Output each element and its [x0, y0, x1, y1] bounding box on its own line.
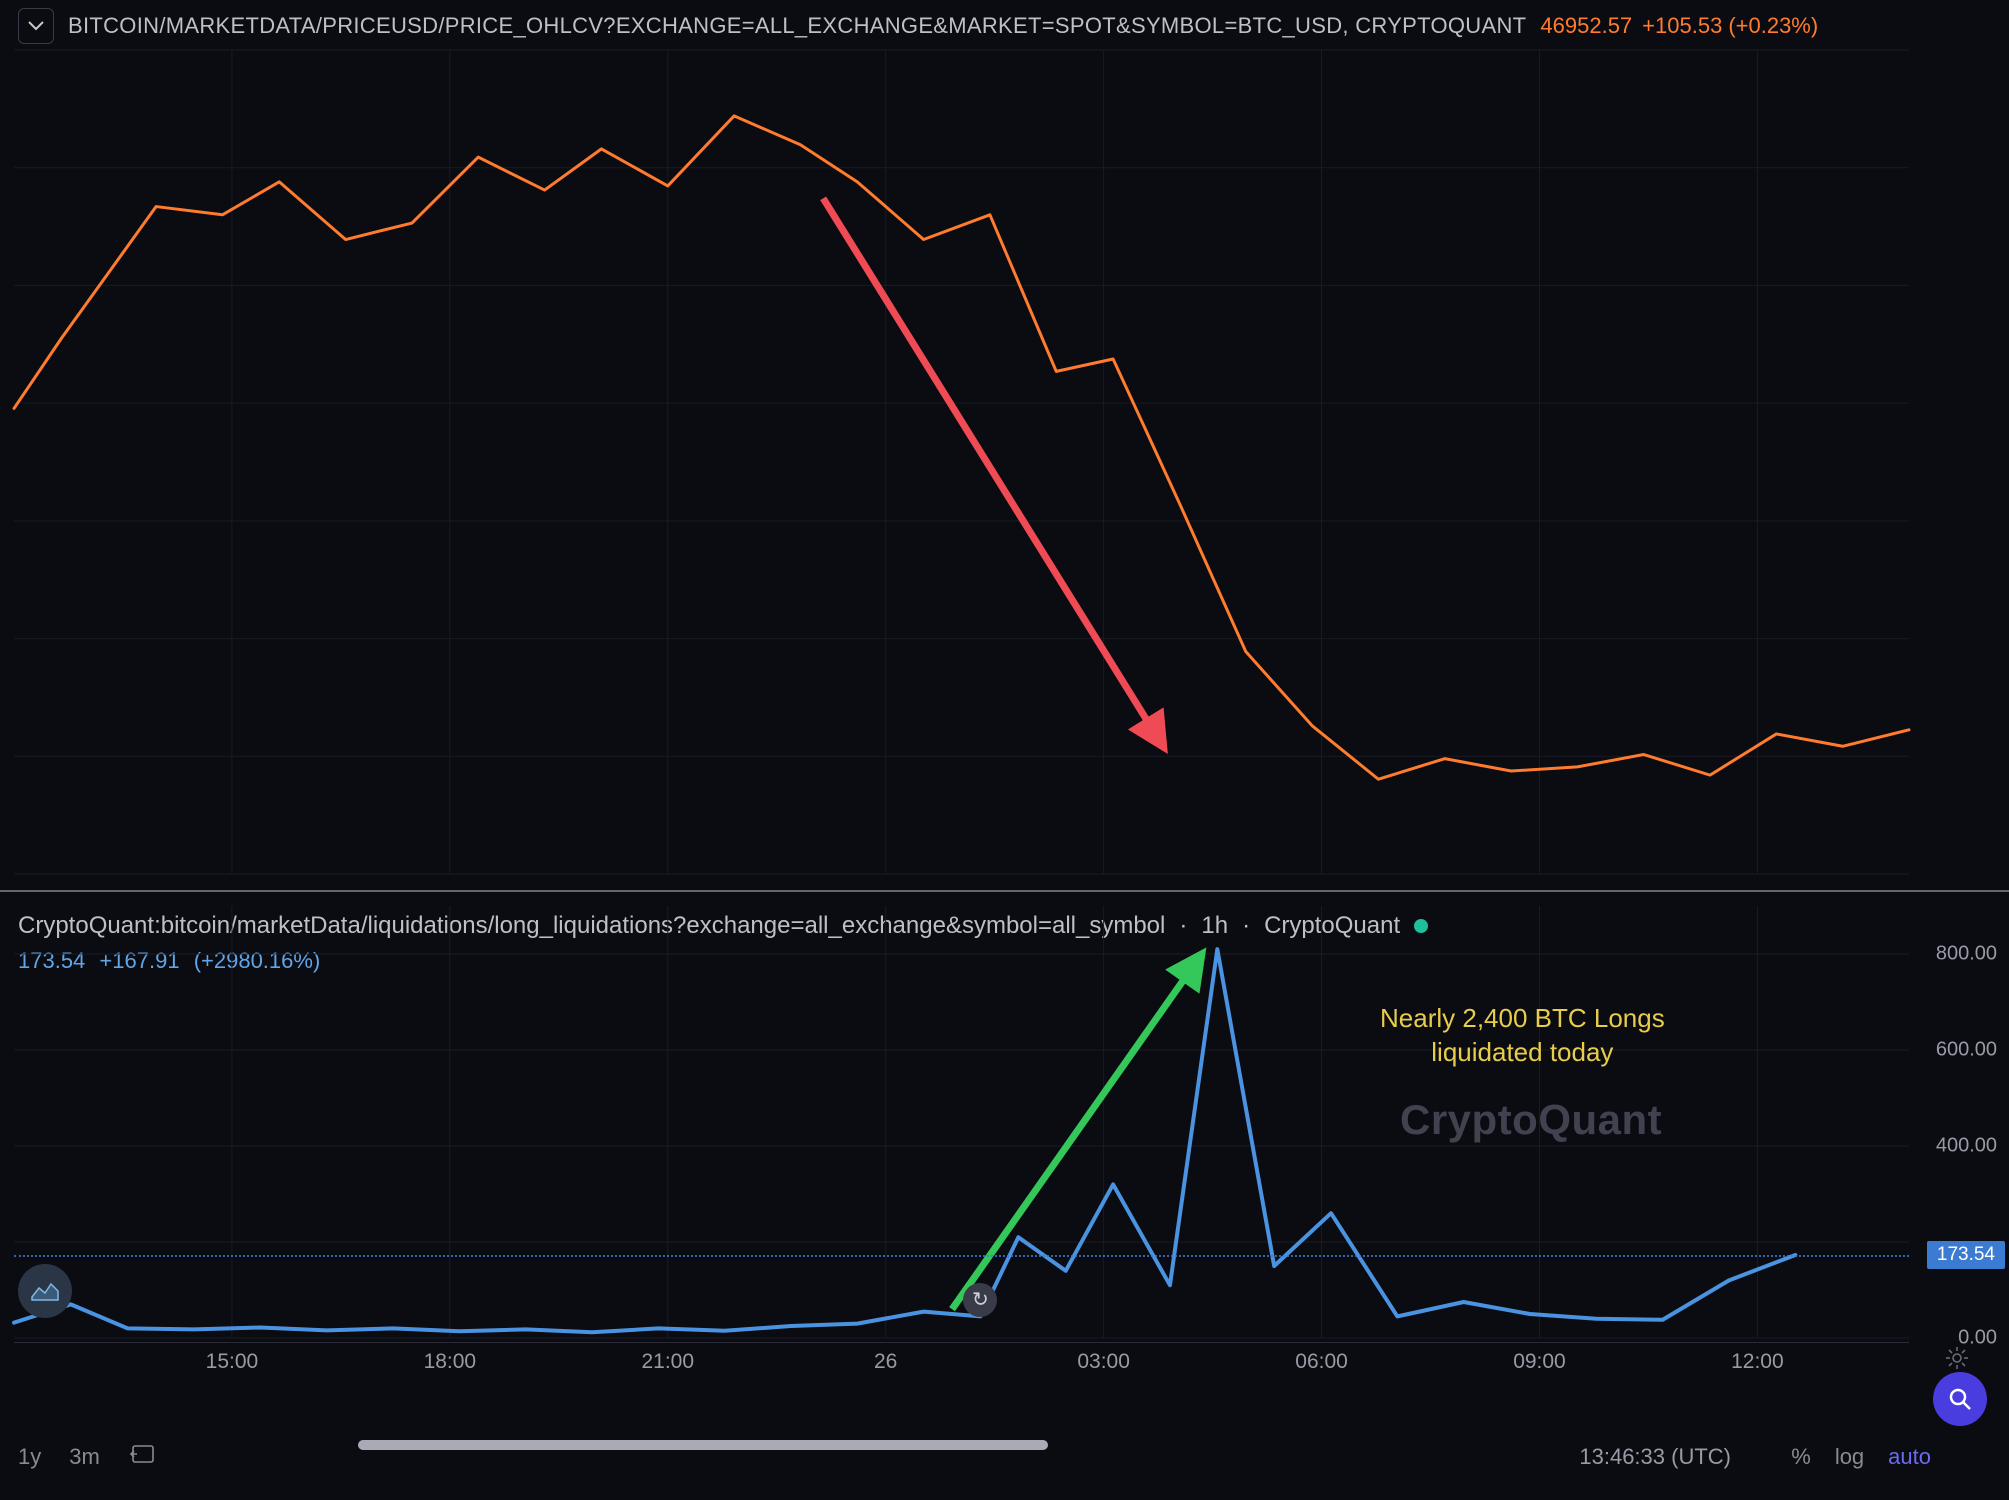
range-3m-button[interactable]: 3m [69, 1444, 100, 1470]
annotation-line2: liquidated today [1380, 1036, 1665, 1070]
x-tick: 09:00 [1513, 1350, 1566, 1374]
y-tick: 400.00 [1936, 1135, 1997, 1158]
range-1y-button[interactable]: 1y [18, 1444, 41, 1470]
area-chart-icon [31, 1281, 59, 1301]
time-scroll-thumb[interactable] [358, 1440, 1048, 1450]
top-series-delta: +105.53 [1642, 13, 1722, 39]
symbol-dropdown-button[interactable] [18, 8, 54, 44]
time-scrollbar[interactable] [358, 1440, 1048, 1450]
time-x-axis: 15:00 18:00 21:00 26 03:00 06:00 09:00 12:00 [14, 1342, 1909, 1384]
auto-scale-button[interactable]: auto [1888, 1444, 1931, 1470]
x-tick: 21:00 [641, 1350, 694, 1374]
search-icon [1947, 1386, 1973, 1412]
annotation-line1: Nearly 2,400 BTC Longs [1380, 1002, 1665, 1036]
watermark-text: CryptoQuant [1400, 1096, 1662, 1144]
gear-icon [1945, 1346, 1969, 1370]
chart-type-button[interactable] [18, 1264, 72, 1318]
x-tick: 12:00 [1731, 1350, 1784, 1374]
current-value-line [14, 1255, 1909, 1257]
reload-icon[interactable]: ↻ [963, 1283, 997, 1317]
x-tick: 06:00 [1295, 1350, 1348, 1374]
x-tick: 26 [874, 1350, 897, 1374]
chevron-down-icon [28, 21, 44, 31]
top-series-delta-pct: (+0.23%) [1728, 13, 1818, 39]
y-tick: 800.00 [1936, 943, 1997, 966]
y-tick: 600.00 [1936, 1039, 1997, 1062]
liquidations-chart-panel[interactable]: Nearly 2,400 BTC Longs liquidated today … [14, 906, 1909, 1338]
axis-settings-button[interactable] [1945, 1346, 1969, 1375]
percent-scale-button[interactable]: % [1791, 1444, 1811, 1470]
top-series-value: 46952.57 [1540, 13, 1632, 39]
top-series-path: BITCOIN/MARKETDATA/PRICEUSD/PRICE_OHLCV?… [68, 13, 1526, 39]
top-chart-header: BITCOIN/MARKETDATA/PRICEUSD/PRICE_OHLCV?… [18, 8, 1909, 44]
zoom-button[interactable] [1933, 1372, 1987, 1426]
x-tick: 18:00 [424, 1350, 477, 1374]
clock-text: 13:46:33 (UTC) [1579, 1444, 1731, 1470]
current-value-tag: 173.54 [1927, 1241, 2005, 1269]
x-tick: 15:00 [206, 1350, 259, 1374]
goto-date-button[interactable] [128, 1443, 156, 1471]
annotation-text: Nearly 2,400 BTC Longs liquidated today [1380, 1002, 1665, 1070]
x-tick: 03:00 [1077, 1350, 1130, 1374]
panel-divider[interactable] [0, 890, 2009, 892]
right-y-axis: 0.00400.00600.00800.00 [1911, 906, 2009, 1338]
log-scale-button[interactable]: log [1835, 1444, 1864, 1470]
price-chart-panel[interactable] [14, 50, 1909, 874]
bottom-toolbar: 1y 3m 13:46:33 (UTC) % log auto [18, 1428, 1991, 1486]
calendar-goto-icon [128, 1443, 156, 1465]
